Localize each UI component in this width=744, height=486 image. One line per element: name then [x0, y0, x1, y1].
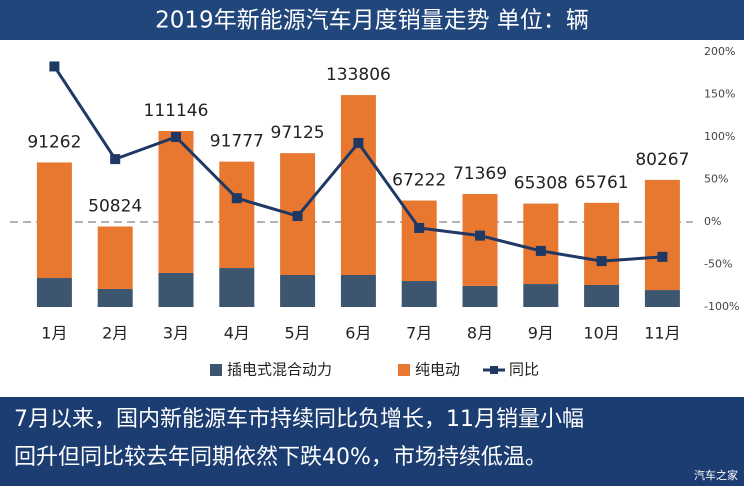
line-marker — [171, 132, 181, 142]
bar-segment — [523, 203, 559, 285]
y2-tick-label: 50% — [704, 173, 728, 186]
caption-line: 7月以来，国内新能源车市持续同比负增长，11月销量小幅 — [14, 407, 584, 432]
total-label: 50824 — [88, 197, 142, 217]
x-tick-label: 4月 — [224, 324, 250, 343]
total-label: 80267 — [635, 150, 689, 170]
x-tick-label: 1月 — [41, 324, 67, 343]
line-marker — [292, 211, 303, 222]
y2-tick-label: 100% — [704, 130, 735, 143]
caption-box — [0, 397, 744, 486]
x-tick-label: 11月 — [644, 324, 680, 343]
x-tick-label: 7月 — [406, 324, 432, 343]
bar-segment — [523, 284, 559, 307]
watermark: 汽车之家 — [694, 468, 738, 482]
bar-segment — [401, 281, 437, 307]
bar-segment — [340, 275, 376, 307]
total-label: 111146 — [144, 101, 209, 121]
bar-segment — [219, 161, 255, 269]
legend-label: 插电式混合动力 — [227, 361, 332, 379]
y2-tick-label: -100% — [704, 300, 739, 313]
line-marker — [353, 137, 364, 148]
total-label: 91777 — [210, 132, 264, 152]
line-marker — [657, 251, 668, 262]
bar-segment — [97, 288, 133, 307]
y2-tick-label: 0% — [704, 215, 721, 228]
x-tick-label: 2月 — [102, 324, 128, 343]
legend-label: 纯电动 — [415, 361, 460, 379]
bar-segment — [644, 179, 680, 291]
bar-segment — [340, 95, 376, 276]
bar-segment — [158, 130, 194, 273]
bar-segment — [584, 202, 620, 285]
y2-tick-label: -50% — [704, 258, 732, 271]
bar-segment — [36, 278, 72, 307]
total-label: 97125 — [271, 123, 325, 143]
line-marker — [49, 61, 60, 72]
legend-marker — [490, 366, 498, 374]
bar-segment — [219, 268, 255, 307]
line-marker — [231, 193, 242, 204]
x-tick-label: 10月 — [583, 324, 619, 343]
y2-tick-label: 150% — [704, 88, 735, 101]
chart-title: 2019年新能源汽车月度销量走势 单位：辆 — [155, 8, 589, 34]
line-marker — [475, 230, 485, 241]
bar-segment — [36, 162, 72, 279]
legend-label: 同比 — [509, 361, 539, 379]
line-marker — [535, 245, 546, 256]
line-marker — [414, 222, 425, 233]
line-marker — [596, 256, 607, 267]
bar-segment — [462, 285, 498, 307]
total-label: 71369 — [453, 164, 507, 184]
x-tick-label: 9月 — [528, 324, 554, 343]
line-marker — [110, 154, 121, 165]
x-tick-label: 3月 — [163, 324, 189, 343]
x-tick-label: 5月 — [285, 324, 311, 343]
legend-swatch — [398, 364, 410, 376]
x-tick-label: 6月 — [345, 324, 371, 343]
total-label: 67222 — [392, 171, 446, 191]
total-label: 65308 — [514, 174, 568, 194]
bar-segment — [280, 275, 316, 307]
legend-swatch — [210, 364, 222, 376]
caption-line: 回升但同比较去年同期依然下跌40%，市场持续低温。 — [14, 445, 547, 470]
total-label: 91262 — [27, 132, 81, 152]
total-label: 65761 — [575, 173, 629, 193]
bar-segment — [158, 272, 194, 307]
bar-segment — [97, 226, 133, 289]
y2-tick-label: 200% — [704, 45, 735, 58]
total-label: 133806 — [326, 65, 391, 85]
title-bar — [0, 0, 744, 40]
bar-segment — [644, 290, 680, 307]
x-tick-label: 8月 — [467, 324, 493, 343]
bar-segment — [584, 284, 620, 307]
